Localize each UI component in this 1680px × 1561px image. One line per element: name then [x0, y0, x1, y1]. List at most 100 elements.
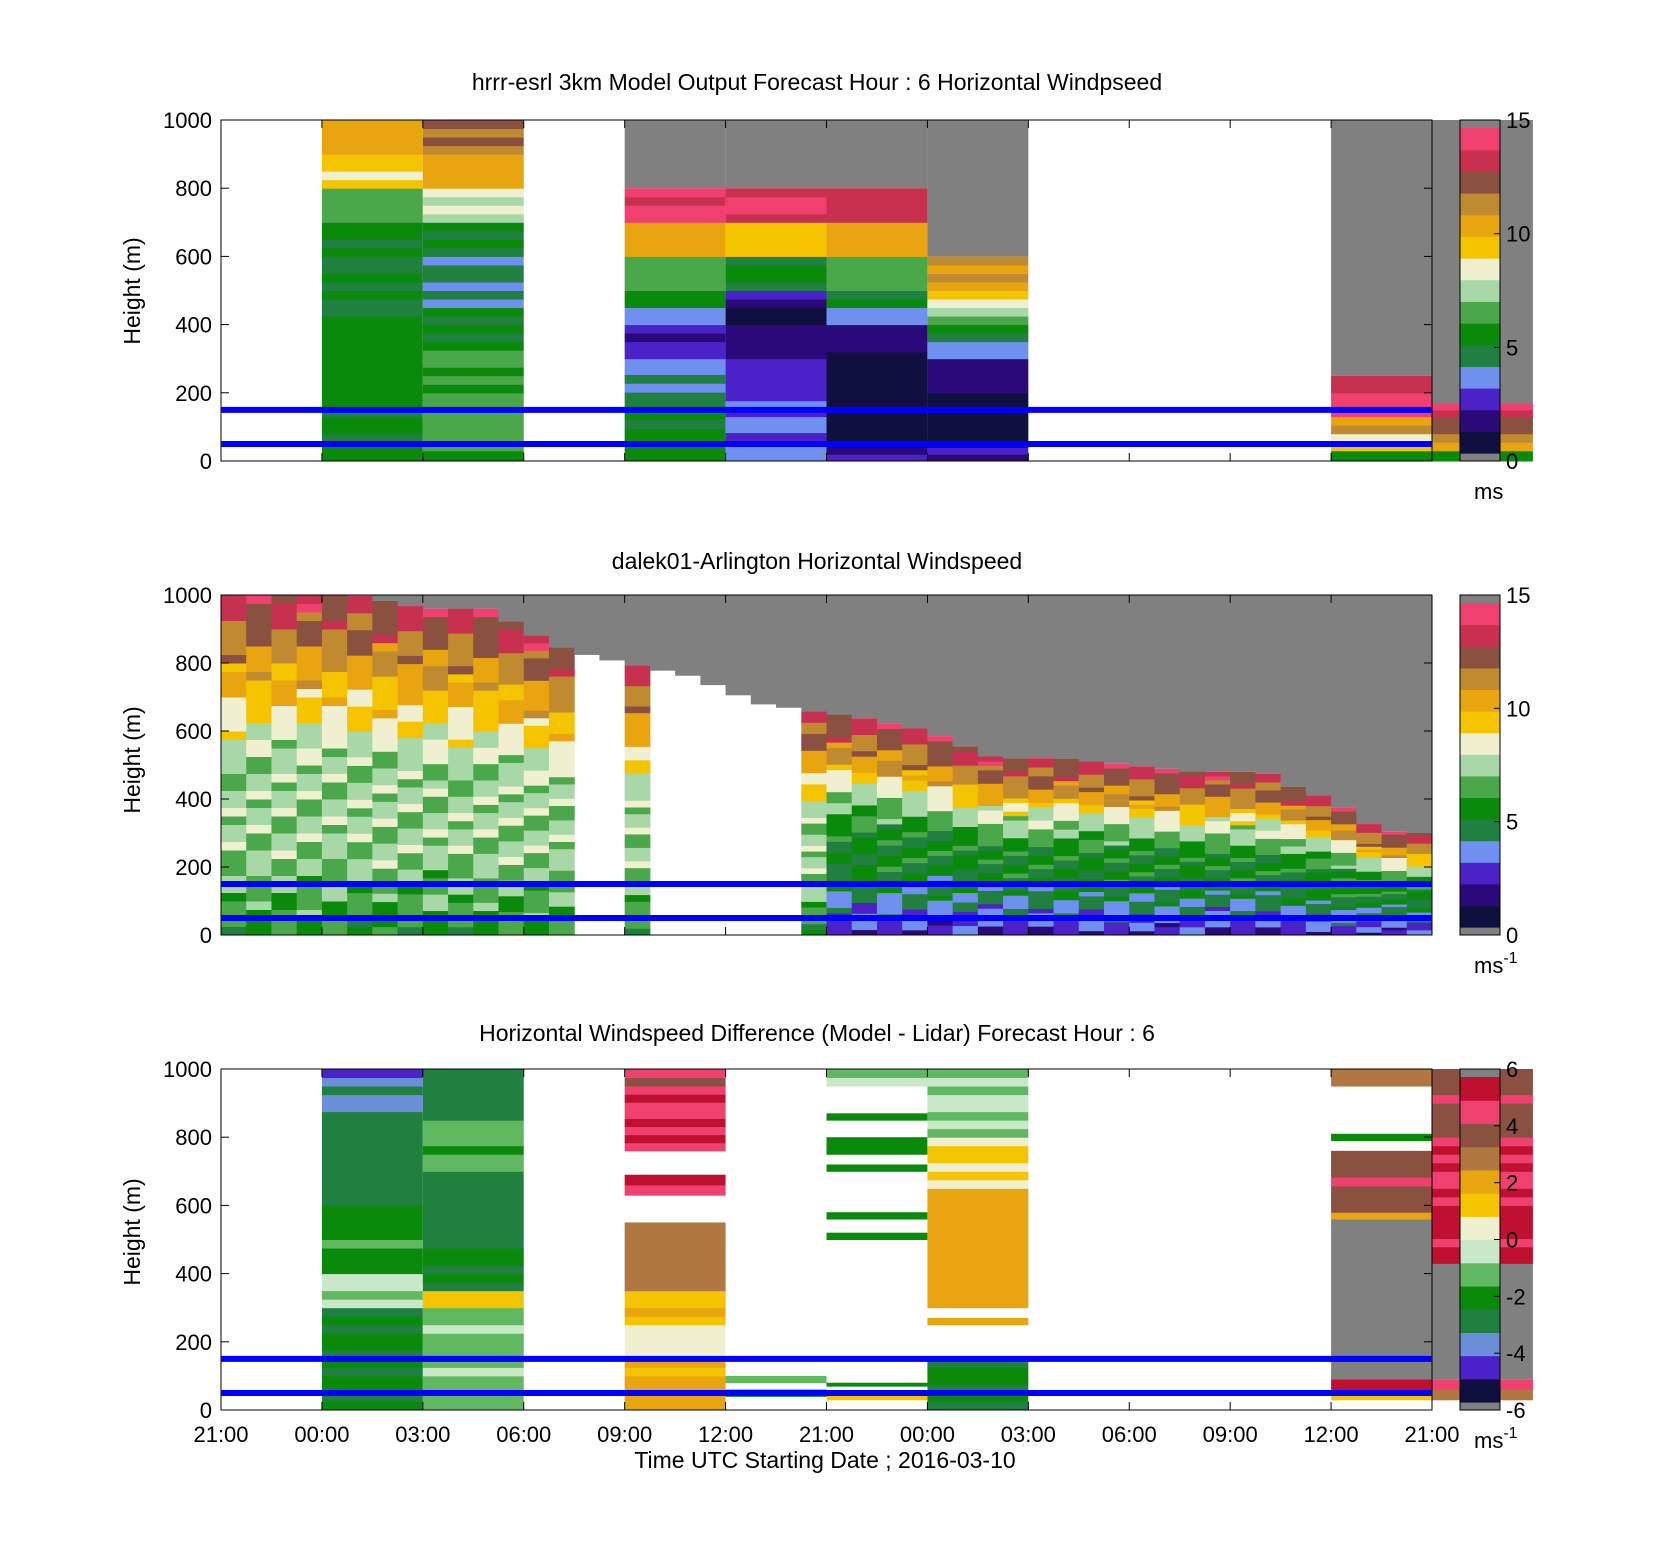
heatmap-cell — [422, 1290, 524, 1300]
heatmap-cell — [548, 841, 575, 850]
heatmap-cell — [1406, 840, 1433, 844]
heatmap-cell — [397, 836, 424, 846]
heatmap-cell — [1406, 861, 1433, 865]
heatmap-cell — [1104, 772, 1130, 778]
colorbar-tick-label: 5 — [1506, 810, 1518, 835]
heatmap-cell — [952, 930, 979, 936]
heatmap-cell — [397, 819, 424, 829]
heatmap-cell — [826, 907, 853, 914]
heatmap-cell — [1129, 875, 1155, 881]
heatmap-cell — [1230, 894, 1256, 899]
heatmap-cell — [1028, 797, 1055, 803]
heatmap-cell — [448, 869, 474, 879]
colorbar-frame — [1459, 594, 1501, 936]
heatmap-cell — [473, 910, 500, 920]
heatmap-cell — [1331, 896, 1357, 901]
heatmap-cell — [422, 128, 524, 138]
heatmap-cell — [1331, 893, 1357, 898]
heatmap-cell — [1078, 804, 1105, 810]
heatmap-cell — [523, 680, 550, 689]
heatmap-cell — [422, 367, 524, 377]
heatmap-cell — [902, 738, 928, 745]
heatmap-cell — [1078, 895, 1105, 901]
heatmap-cell — [876, 797, 903, 804]
heatmap-cell — [1280, 812, 1307, 817]
heatmap-cell — [927, 885, 954, 891]
heatmap-cell — [1230, 812, 1256, 818]
heatmap-cell — [826, 714, 853, 721]
heatmap-cell — [321, 799, 348, 808]
heatmap-cell — [498, 895, 525, 905]
heatmap-cell — [1003, 908, 1029, 914]
heatmap-cell — [372, 767, 399, 777]
heatmap-cell — [221, 824, 247, 834]
heatmap-cell — [397, 614, 424, 623]
heatmap-cell — [801, 750, 827, 757]
heatmap-cell — [1003, 771, 1029, 777]
heatmap-cell — [1280, 871, 1307, 877]
heatmap-cell — [1154, 868, 1181, 874]
heatmap-cell — [246, 637, 272, 647]
heatmap-cell — [1356, 887, 1383, 892]
heatmap-cell — [927, 1111, 1029, 1121]
heatmap-cell — [1104, 870, 1130, 876]
heatmap-cell — [422, 417, 524, 427]
heatmap-cell — [422, 1282, 524, 1292]
heatmap-cell — [321, 603, 348, 613]
heatmap-cell — [221, 595, 247, 604]
heatmap-cell — [1305, 896, 1332, 901]
heatmap-cell — [1305, 802, 1332, 807]
heatmap-cell — [1179, 832, 1206, 838]
heatmap-cell — [523, 807, 550, 816]
heatmap-cell — [321, 688, 348, 698]
heatmap-cell — [422, 384, 524, 394]
heatmap-cell — [851, 837, 878, 844]
heatmap-cell — [372, 793, 399, 802]
heatmap-cell — [372, 843, 399, 852]
heatmap-cell — [826, 874, 853, 881]
heatmap-cell — [422, 324, 524, 334]
heatmap-cell — [372, 776, 399, 786]
heatmap-cell — [624, 454, 726, 462]
heatmap-cell — [927, 850, 954, 856]
heatmap-cell — [624, 1282, 726, 1292]
heatmap-cell — [1179, 820, 1206, 826]
heatmap-cell — [801, 761, 827, 768]
heatmap-cell — [826, 791, 853, 798]
heatmap-cell — [1255, 930, 1282, 936]
heatmap-cell — [1104, 823, 1130, 829]
heatmap-cell — [1230, 849, 1256, 854]
heatmap-cell — [826, 786, 853, 793]
heatmap-cell — [498, 652, 525, 662]
heatmap-cell — [1078, 843, 1105, 849]
x-tick-label: 12:00 — [698, 1422, 753, 1447]
heatmap-cell — [422, 1316, 524, 1326]
y-tick-label: 800 — [175, 176, 212, 201]
heatmap-cell — [624, 307, 726, 317]
heatmap-cell — [372, 751, 399, 761]
heatmap-cell — [473, 755, 500, 765]
heatmap-cell — [1255, 830, 1282, 835]
heatmap-cell — [826, 808, 853, 815]
heatmap-cell — [624, 273, 726, 283]
heatmap-cell — [422, 1307, 524, 1317]
heatmap-cell — [1154, 910, 1181, 915]
heatmap-cell — [624, 665, 651, 673]
heatmap-cell — [221, 697, 247, 706]
heatmap-cell — [422, 392, 524, 402]
heatmap-cell — [977, 930, 1004, 936]
heatmap-cell — [801, 806, 827, 813]
heatmap-cell — [801, 755, 827, 763]
heatmap-cell — [1179, 808, 1206, 813]
x-tick-label: 21:00 — [193, 1422, 248, 1447]
heatmap-cell — [1204, 894, 1231, 899]
heatmap-cell — [927, 1283, 1029, 1293]
heatmap-cell — [1204, 837, 1231, 842]
no-data-cell — [776, 595, 802, 708]
heatmap-cell — [952, 920, 979, 927]
heatmap-cell — [1129, 770, 1155, 776]
heatmap-cell — [1381, 854, 1408, 859]
heatmap-cell — [952, 840, 979, 846]
heatmap-cell — [498, 864, 525, 873]
heatmap-cell — [422, 137, 524, 147]
